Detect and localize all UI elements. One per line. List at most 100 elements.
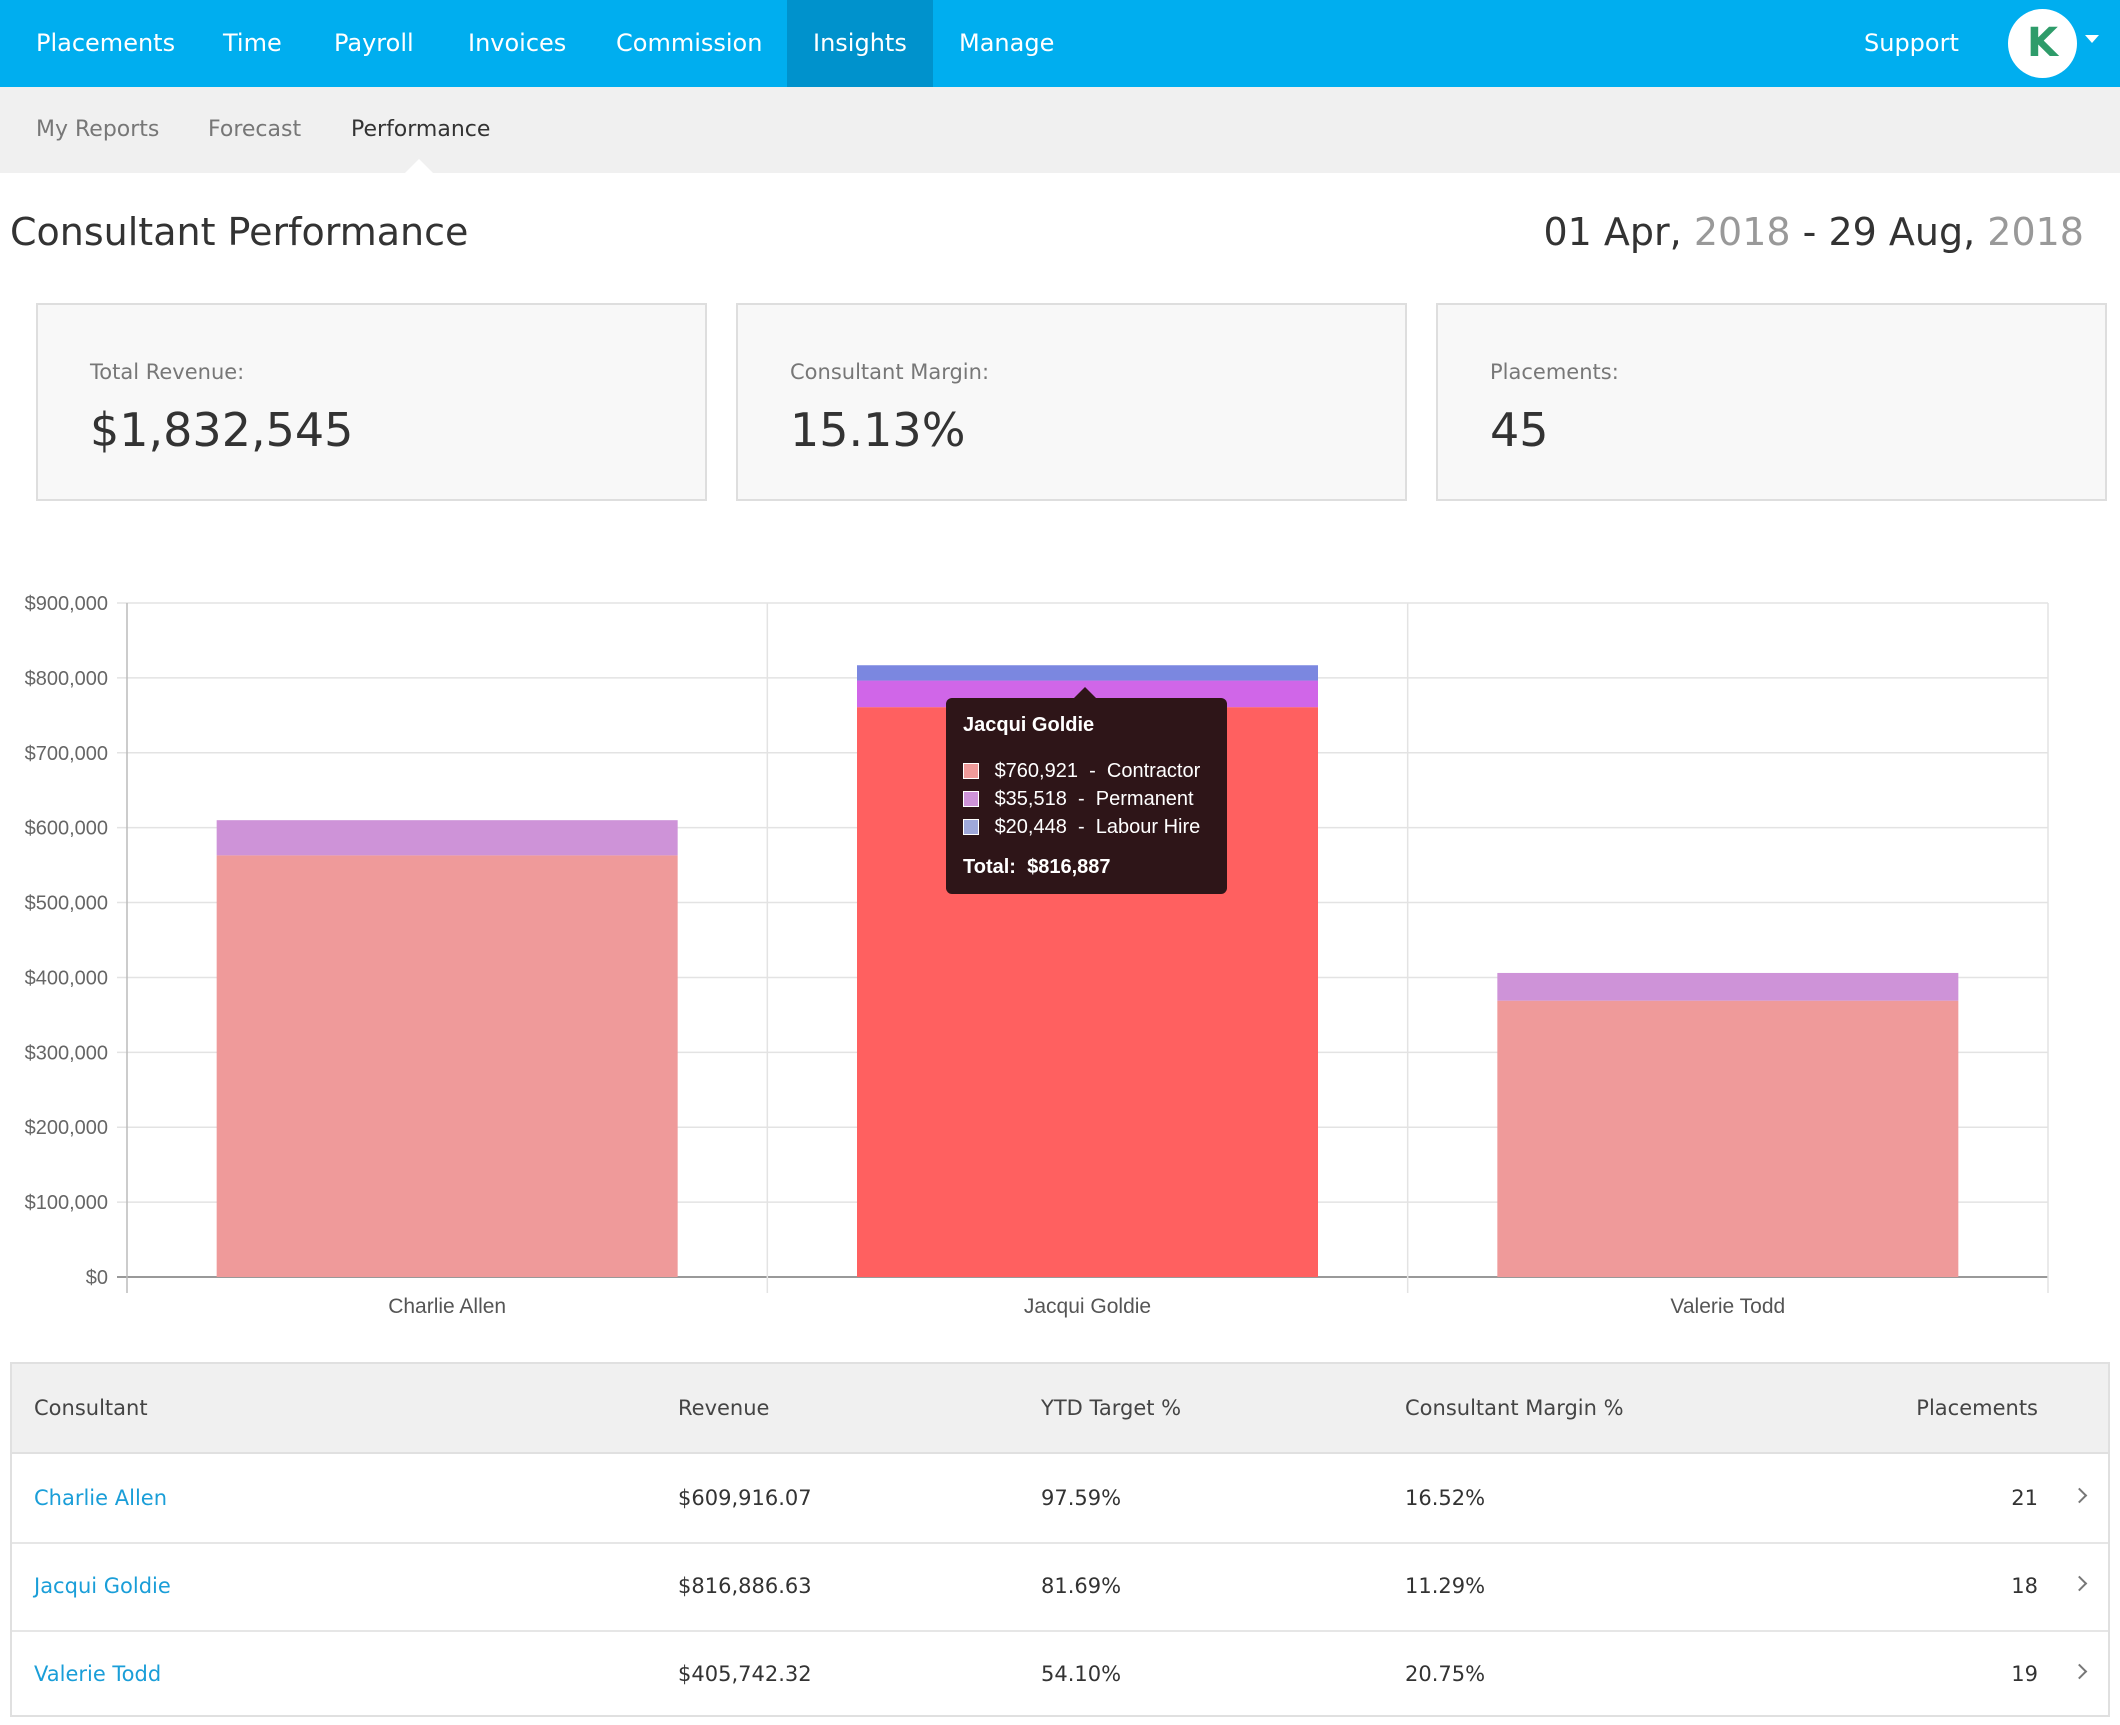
x-tick-label: Jacqui Goldie: [1024, 1295, 1151, 1318]
margin-cell: 20.75%: [1405, 1662, 1486, 1686]
stat-value: 45: [1490, 403, 1549, 457]
table-row[interactable]: Charlie Allen $609,916.07 97.59% 16.52% …: [12, 1454, 2108, 1544]
y-tick-label: $700,000: [25, 743, 108, 765]
revenue-cell: $609,916.07: [678, 1486, 812, 1510]
chevron-right-icon[interactable]: [2071, 1575, 2088, 1592]
stat-label: Placements:: [1490, 360, 1619, 384]
tooltip-swatch: [963, 819, 979, 835]
tooltip-sep: -: [1077, 788, 1085, 810]
tooltip-series-name: Permanent: [1095, 788, 1194, 810]
stat-label: Total Revenue:: [90, 360, 245, 384]
avatar[interactable]: K: [2008, 9, 2077, 78]
y-tick-label: $300,000: [25, 1042, 108, 1064]
nav-insights[interactable]: Insights: [787, 0, 933, 87]
top-nav-bar: Placements Time Payroll Invoices Commiss…: [0, 0, 2120, 87]
tooltip-series-name: Contractor: [1106, 760, 1201, 782]
bar-permanent: [216, 820, 678, 856]
tooltip-total: Total: $816,887: [963, 856, 1111, 879]
revenue-bar-chart: $0 $100,000 $200,000 $300,000 $400,000 $500,0…: [25, 593, 2049, 1318]
nav-placements[interactable]: Placements: [36, 29, 176, 57]
stat-value: 15.13%: [790, 403, 966, 457]
consultant-link[interactable]: Jacqui Goldie: [34, 1574, 171, 1598]
y-tick-label: $200,000: [25, 1117, 108, 1139]
tooltip-value: $760,921: [994, 760, 1078, 782]
page-title: Consultant Performance: [10, 210, 469, 254]
revenue-cell: $816,886.63: [678, 1574, 812, 1598]
tooltip-row-labour-hire: $20,448 - Labour Hire: [963, 816, 1200, 839]
y-tick-label: $100,000: [25, 1192, 108, 1214]
y-tick-label: $600,000: [25, 818, 108, 840]
column-header-consultant-margin[interactable]: Consultant Margin %: [1405, 1396, 1624, 1420]
x-tick-label: Valerie Todd: [1670, 1295, 1785, 1318]
nav-manage[interactable]: Manage: [959, 29, 1055, 57]
tooltip-swatch: [963, 791, 979, 807]
ytd-target-cell: 81.69%: [1041, 1574, 1122, 1598]
table-row[interactable]: Valerie Todd $405,742.32 54.10% 20.75% 1…: [12, 1630, 2108, 1718]
tab-performance[interactable]: Performance: [351, 117, 491, 142]
y-tick-label: $0: [86, 1267, 108, 1289]
bar-contractor: [1497, 1000, 1959, 1277]
stat-card-placements: Placements: 45: [1436, 303, 2107, 501]
date-to-year: 2018: [1987, 210, 2084, 254]
date-range[interactable]: 01 Apr, 2018 - 29 Aug, 2018: [1543, 210, 2084, 254]
nav-payroll[interactable]: Payroll: [334, 29, 414, 57]
stat-card-consultant-margin: Consultant Margin: 15.13%: [736, 303, 1407, 501]
ytd-target-cell: 54.10%: [1041, 1662, 1122, 1686]
bar-permanent: [1497, 972, 1959, 1001]
margin-cell: 11.29%: [1405, 1574, 1486, 1598]
stat-card-total-revenue: Total Revenue: $1,832,545: [36, 303, 707, 501]
bar-labour-hire: [857, 665, 1318, 681]
placements-cell: 21: [2011, 1486, 2038, 1510]
y-tick-label: $800,000: [25, 668, 108, 690]
margin-cell: 16.52%: [1405, 1486, 1486, 1510]
tooltip-title: Jacqui Goldie: [963, 714, 1095, 736]
column-header-ytd-target[interactable]: YTD Target %: [1041, 1396, 1182, 1420]
table-header: Consultant Revenue YTD Target % Consulta…: [12, 1364, 2108, 1454]
x-tick-label: Charlie Allen: [388, 1295, 506, 1318]
tooltip-sep: -: [1077, 816, 1085, 838]
placements-cell: 19: [2011, 1662, 2038, 1686]
nav-time[interactable]: Time: [223, 29, 282, 57]
consultant-link[interactable]: Charlie Allen: [34, 1486, 168, 1510]
nav-invoices[interactable]: Invoices: [468, 29, 567, 57]
stat-value: $1,832,545: [90, 403, 354, 457]
tooltip-value: $35,518: [994, 788, 1067, 810]
column-header-revenue[interactable]: Revenue: [678, 1396, 770, 1420]
tab-my-reports[interactable]: My Reports: [36, 117, 160, 142]
tooltip-series-name: Labour Hire: [1095, 816, 1201, 838]
avatar-logo-letter: K: [2027, 20, 2058, 66]
stat-label: Consultant Margin:: [790, 360, 990, 384]
chart-tooltip: Jacqui Goldie $760,921 - Contractor $35,…: [946, 687, 1227, 894]
tooltip-total-label: Total:: [963, 856, 1016, 878]
chevron-right-icon[interactable]: [2071, 1663, 2088, 1680]
y-tick-label: $400,000: [25, 967, 108, 989]
tooltip-row-permanent: $35,518 - Permanent: [963, 788, 1194, 811]
nav-support[interactable]: Support: [1864, 29, 1959, 57]
tooltip-total-value: $816,887: [1027, 856, 1111, 878]
table-row[interactable]: Jacqui Goldie $816,886.63 81.69% 11.29% …: [12, 1542, 2108, 1632]
date-from-year: 2018: [1693, 210, 1791, 254]
revenue-cell: $405,742.32: [678, 1662, 812, 1686]
consultant-table: Consultant Revenue YTD Target % Consulta…: [10, 1362, 2110, 1717]
tooltip-sep: -: [1089, 760, 1096, 782]
date-separator: -: [1802, 210, 1817, 254]
date-to-day: 29 Aug,: [1828, 210, 1976, 254]
placements-cell: 18: [2011, 1574, 2038, 1598]
date-from-day: 01 Apr,: [1543, 210, 1682, 254]
tooltip-row-contractor: $760,921 - Contractor: [963, 760, 1200, 783]
tab-forecast[interactable]: Forecast: [208, 117, 302, 142]
ytd-target-cell: 97.59%: [1041, 1486, 1122, 1510]
column-header-consultant[interactable]: Consultant: [34, 1396, 148, 1420]
tooltip-swatch: [963, 763, 979, 779]
bar-contractor: [216, 855, 678, 1277]
column-header-placements[interactable]: Placements: [1916, 1396, 2038, 1420]
active-tab-pointer: [404, 159, 434, 174]
sub-nav-bar: My Reports Forecast Performance: [0, 87, 2120, 173]
tooltip-value: $20,448: [994, 816, 1067, 838]
consultant-link[interactable]: Valerie Todd: [34, 1662, 162, 1686]
y-tick-label: $500,000: [25, 893, 108, 915]
nav-commission[interactable]: Commission: [616, 29, 763, 57]
y-tick-label: $900,000: [25, 593, 108, 615]
chevron-down-icon[interactable]: [2085, 35, 2099, 43]
chevron-right-icon[interactable]: [2071, 1487, 2088, 1504]
